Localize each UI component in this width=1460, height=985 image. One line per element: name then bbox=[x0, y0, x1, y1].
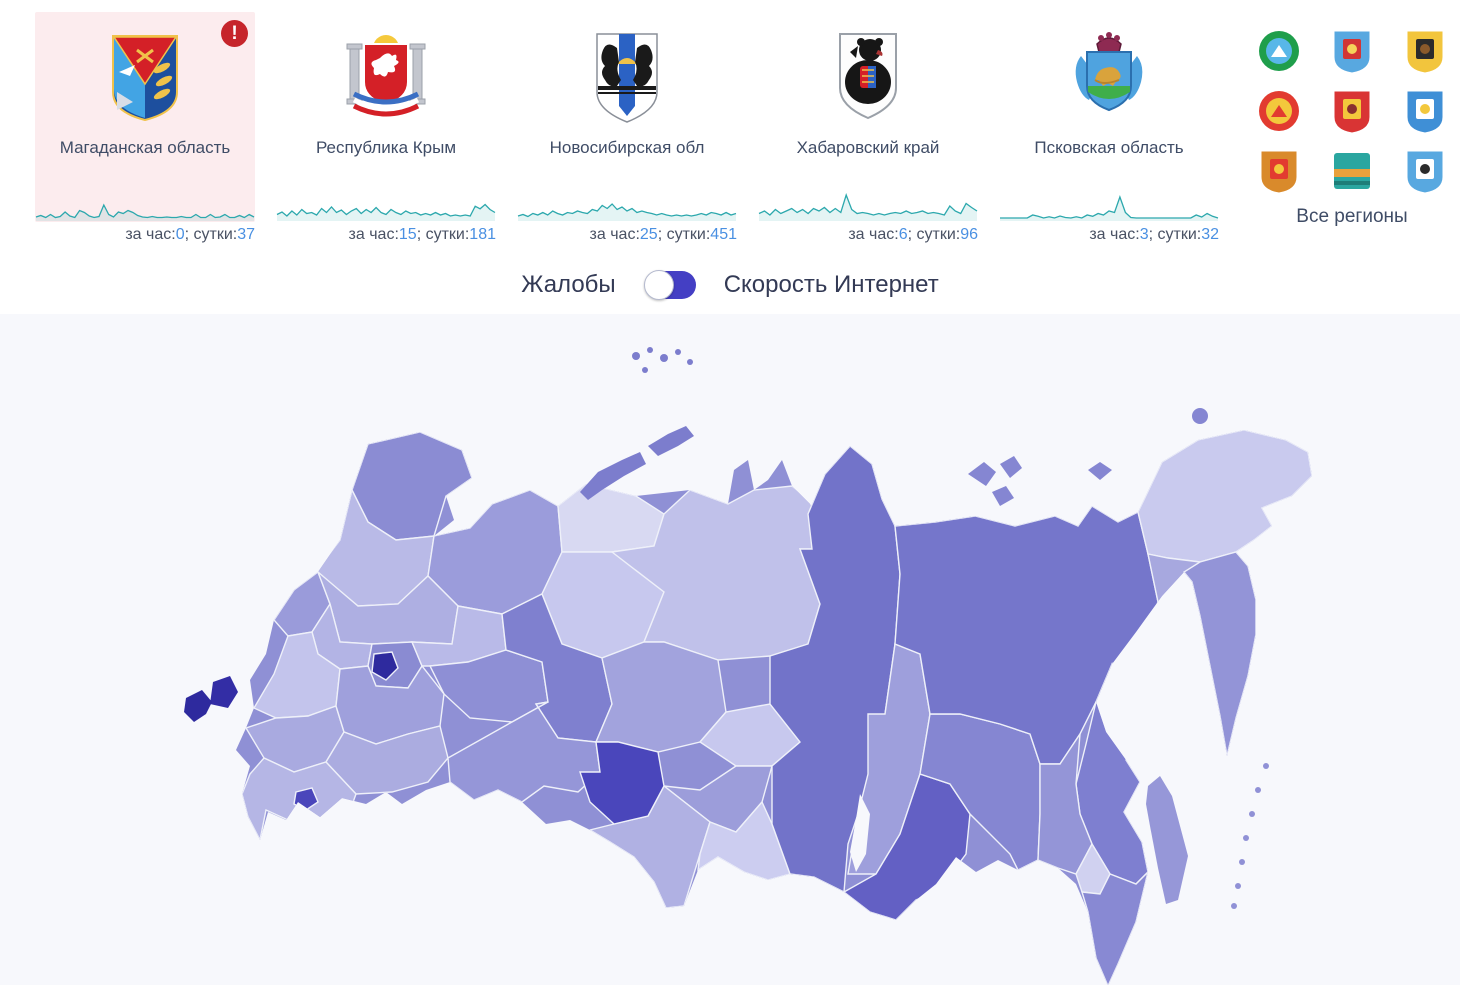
card-label: Псковская область bbox=[1034, 138, 1184, 157]
card-stats: за час:25; сутки:451 bbox=[589, 226, 737, 243]
region-card-column-magadan: ! Магаданская область bbox=[35, 12, 255, 244]
card-stats: за час:3; сутки:32 bbox=[1089, 226, 1219, 243]
map-region-novosibirsk[interactable] bbox=[579, 741, 665, 825]
map-region-crimea[interactable] bbox=[184, 690, 212, 722]
region-card-column-crimea: Республика Крым за час:15; сутки:181 bbox=[276, 12, 496, 244]
region-card-pskov[interactable]: Псковская область bbox=[999, 12, 1219, 222]
region-card-column-khabarovsk: Хабаровский край за час:6; сутки:96 bbox=[758, 12, 978, 244]
region-card-crimea[interactable]: Республика Крым bbox=[276, 12, 496, 222]
kalmykia-emblem-icon[interactable] bbox=[1257, 87, 1301, 135]
map-region-ryazan-penza[interactable] bbox=[335, 664, 445, 745]
belgorod-emblem-icon[interactable] bbox=[1403, 147, 1447, 195]
toggle-left-label[interactable]: Жалобы bbox=[521, 271, 616, 298]
map-region-sakhalin[interactable] bbox=[1146, 776, 1188, 904]
crimea-coat-of-arms-icon bbox=[344, 26, 428, 130]
alert-icon: ! bbox=[221, 20, 248, 47]
region-card-magadan[interactable]: ! Магаданская область bbox=[35, 12, 255, 222]
all-regions-emblem-grid bbox=[1256, 26, 1448, 196]
ryazan-emblem-icon[interactable] bbox=[1257, 147, 1301, 195]
region-card-khabarovsk[interactable]: Хабаровский край bbox=[758, 12, 978, 222]
russia-choropleth-svg[interactable] bbox=[0, 314, 1460, 985]
card-stats: за час:0; сутки:37 bbox=[125, 226, 255, 243]
map-region-franz-josef-land[interactable] bbox=[675, 349, 681, 355]
map-region-kuril-islands[interactable] bbox=[1231, 903, 1237, 909]
map-region-primorye[interactable] bbox=[1081, 869, 1150, 985]
mode-toggle-switch[interactable] bbox=[643, 270, 696, 300]
russia-outage-map[interactable] bbox=[0, 314, 1460, 985]
toggle-right-label[interactable]: Скорость Интернет bbox=[723, 271, 939, 298]
card-stats: за час:15; сутки:181 bbox=[348, 226, 496, 243]
pskov-coat-of-arms-icon bbox=[1067, 26, 1151, 130]
card-label: Хабаровский край bbox=[796, 138, 940, 157]
region-card-column-novosibirsk: Новосибирская обл за час:25; сутки:451 bbox=[517, 12, 737, 244]
map-region-kuril-islands[interactable] bbox=[1239, 859, 1245, 865]
region-card-novosibirsk[interactable]: Новосибирская обл bbox=[517, 12, 737, 222]
complaints-sparkline bbox=[1000, 195, 1219, 221]
map-region-kamchatka[interactable] bbox=[1182, 551, 1257, 757]
mode-toggle-row: Жалобы Скорость Интернет bbox=[0, 262, 1460, 308]
yaroslavl-emblem-icon[interactable] bbox=[1403, 27, 1447, 75]
card-label: Новосибирская обл bbox=[549, 138, 705, 157]
map-region-kuril-islands[interactable] bbox=[1255, 787, 1261, 793]
card-stats: за час:6; сутки:96 bbox=[848, 226, 978, 243]
map-region-severnaya-zemlya-2[interactable] bbox=[1000, 456, 1022, 478]
map-region-novaya-zemlya-south[interactable] bbox=[580, 452, 646, 500]
complaints-sparkline bbox=[758, 193, 978, 221]
lake-baikal bbox=[850, 794, 870, 872]
altai-krai-emblem-icon[interactable] bbox=[1330, 27, 1374, 75]
map-region-severnaya-zemlya-3[interactable] bbox=[992, 486, 1014, 506]
map-region-new-siberian-islands[interactable] bbox=[1088, 462, 1112, 480]
map-region-kuril-islands[interactable] bbox=[1249, 811, 1255, 817]
map-region-franz-josef-land[interactable] bbox=[642, 367, 648, 373]
map-region-kuril-islands[interactable] bbox=[1243, 835, 1249, 841]
sevastopol-emblem-icon[interactable] bbox=[1403, 87, 1447, 135]
map-region-franz-josef-land[interactable] bbox=[647, 347, 653, 353]
region-cards-row: ! Магаданская область bbox=[0, 0, 1460, 244]
all-regions-label: Все регионы bbox=[1296, 206, 1408, 227]
novosibirsk-coat-of-arms-icon bbox=[587, 26, 667, 130]
region-card-column-pskov: Псковская область за час:3; сутки:32 bbox=[999, 12, 1219, 244]
karachay-cherkessia-emblem-icon[interactable] bbox=[1257, 27, 1301, 75]
complaints-sparkline bbox=[517, 203, 737, 221]
map-region-moscow-city[interactable] bbox=[371, 651, 399, 681]
all-regions-panel[interactable]: Все регионы bbox=[1242, 12, 1460, 244]
map-region-novaya-zemlya-north[interactable] bbox=[648, 426, 694, 456]
toggle-knob bbox=[643, 270, 674, 300]
complaints-sparkline bbox=[35, 203, 255, 221]
map-region-kaliningrad[interactable] bbox=[210, 676, 238, 708]
map-region-severnaya-zemlya-1[interactable] bbox=[968, 462, 996, 486]
magadan-coat-of-arms-icon bbox=[105, 26, 185, 130]
map-region-saratov-volgograd[interactable] bbox=[325, 725, 449, 795]
tver-emblem-icon[interactable] bbox=[1330, 87, 1374, 135]
map-region-franz-josef-land[interactable] bbox=[632, 352, 640, 360]
card-label: Республика Крым bbox=[315, 138, 457, 157]
card-label: Магаданская область bbox=[59, 138, 231, 157]
map-region-franz-josef-land[interactable] bbox=[687, 359, 693, 365]
map-region-franz-josef-land[interactable] bbox=[660, 354, 668, 362]
map-region-kuril-islands[interactable] bbox=[1263, 763, 1269, 769]
map-region-wrangel-island[interactable] bbox=[1192, 408, 1208, 424]
jewish-ao-emblem-icon[interactable] bbox=[1330, 147, 1374, 195]
khabarovsk-coat-of-arms-icon bbox=[828, 26, 908, 130]
complaints-sparkline bbox=[276, 203, 496, 221]
map-region-kuril-islands[interactable] bbox=[1235, 883, 1241, 889]
